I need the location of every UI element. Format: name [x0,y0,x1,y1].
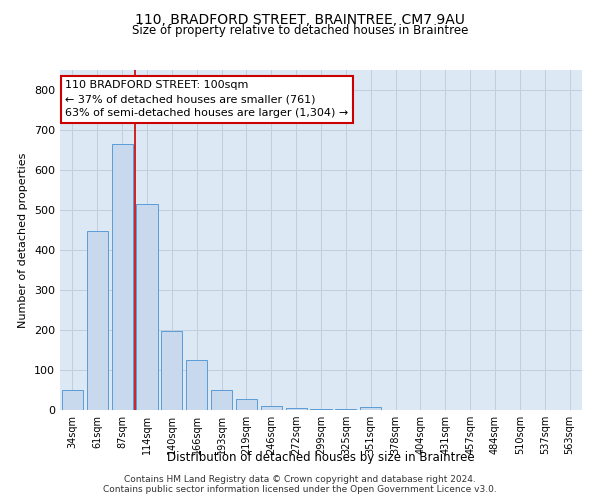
Bar [161,331,182,410]
Bar [136,204,158,410]
Bar [360,407,381,410]
Bar [286,408,307,410]
Bar [236,399,257,410]
Text: 110 BRADFORD STREET: 100sqm
← 37% of detached houses are smaller (761)
63% of se: 110 BRADFORD STREET: 100sqm ← 37% of det… [65,80,349,118]
Text: Size of property relative to detached houses in Braintree: Size of property relative to detached ho… [132,24,468,37]
Bar [62,390,83,410]
Bar [310,409,332,410]
Y-axis label: Number of detached properties: Number of detached properties [19,152,28,328]
Text: 110, BRADFORD STREET, BRAINTREE, CM7 9AU: 110, BRADFORD STREET, BRAINTREE, CM7 9AU [135,12,465,26]
Bar [186,360,207,410]
Bar [261,406,282,410]
Text: Contains HM Land Registry data © Crown copyright and database right 2024.: Contains HM Land Registry data © Crown c… [124,474,476,484]
Text: Contains public sector information licensed under the Open Government Licence v3: Contains public sector information licen… [103,484,497,494]
Bar [87,231,108,410]
Bar [211,390,232,410]
Text: Distribution of detached houses by size in Braintree: Distribution of detached houses by size … [167,451,475,464]
Bar [335,409,356,410]
Bar [112,144,133,410]
